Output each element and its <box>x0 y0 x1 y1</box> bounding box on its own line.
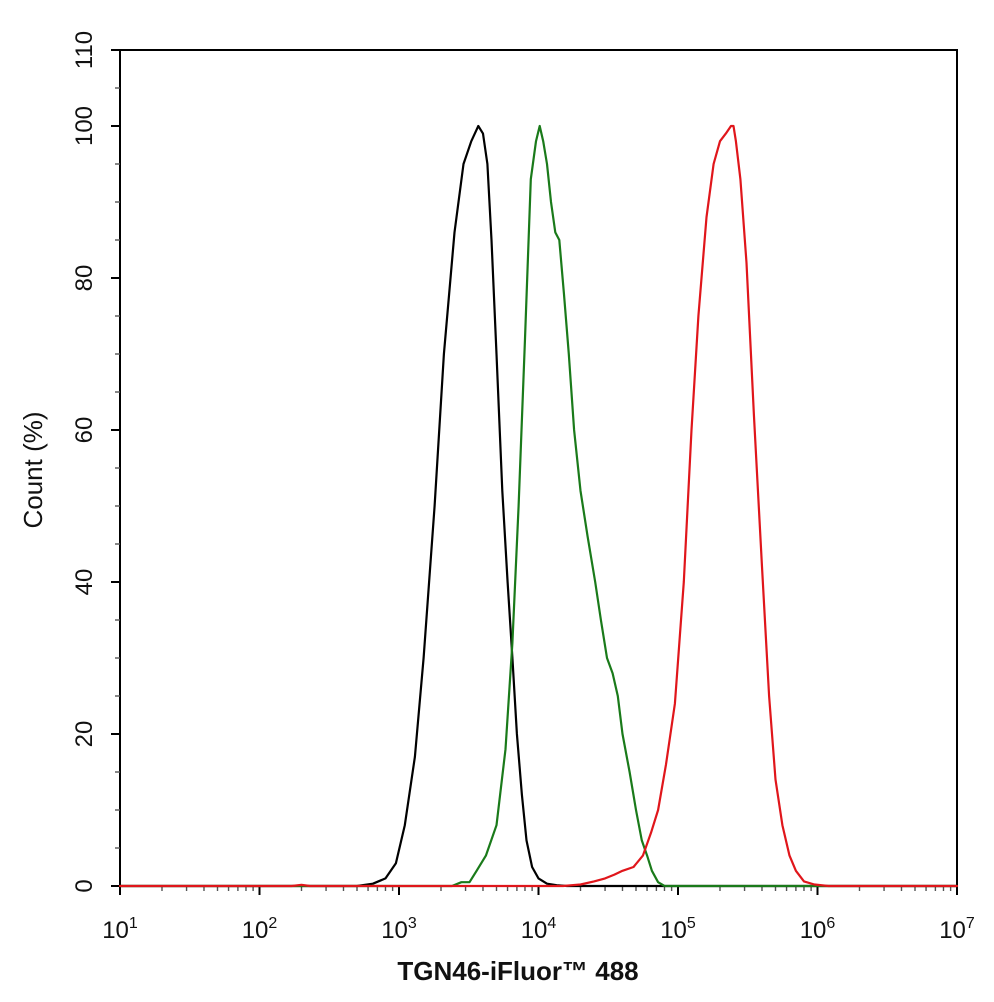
x-tick-base: 10 <box>939 917 966 944</box>
y-tick-labels: 0 20 40 60 80 100 110 <box>71 31 98 893</box>
series-line-1 <box>118 124 959 888</box>
y-tick-label: 20 <box>71 721 98 748</box>
plot-frame <box>119 49 958 887</box>
y-tick-label: 0 <box>71 879 98 892</box>
y-tick-label: 40 <box>71 569 98 596</box>
x-tick-label: 102 <box>242 915 278 944</box>
x-tick-base: 10 <box>381 917 408 944</box>
x-tick-labels: 101 102 103 104 105 106 107 <box>102 915 975 944</box>
x-tick-label: 103 <box>381 915 417 944</box>
x-tick-exponent: 6 <box>826 915 835 932</box>
x-major-ticks <box>119 886 958 895</box>
x-tick-exponent: 2 <box>268 915 277 932</box>
series-line-3 <box>118 124 959 888</box>
x-tick-exponent: 5 <box>687 915 696 932</box>
y-tick-label: 60 <box>71 417 98 444</box>
y-axis-title: Count (%) <box>18 411 48 528</box>
x-tick-label: 101 <box>102 915 138 944</box>
x-tick-label: 107 <box>939 915 975 944</box>
x-tick-base: 10 <box>800 917 827 944</box>
x-tick-label: 104 <box>521 915 557 944</box>
x-tick-label: 106 <box>800 915 836 944</box>
x-tick-label: 105 <box>660 915 696 944</box>
y-minor-ticks <box>115 87 120 849</box>
y-tick-label: 80 <box>71 265 98 292</box>
y-tick-label: 100 <box>71 106 98 146</box>
x-tick-exponent: 4 <box>547 915 556 932</box>
x-tick-exponent: 7 <box>966 915 975 932</box>
series-lines <box>118 124 959 888</box>
x-tick-exponent: 1 <box>129 915 138 932</box>
x-tick-base: 10 <box>242 917 269 944</box>
x-tick-base: 10 <box>102 917 129 944</box>
x-tick-base: 10 <box>521 917 548 944</box>
series-line-2 <box>118 124 959 888</box>
y-major-ticks <box>111 49 120 887</box>
y-tick-label: 110 <box>71 31 98 69</box>
x-tick-exponent: 3 <box>408 915 417 932</box>
x-axis-title: TGN46-iFluor™ 488 <box>397 956 638 986</box>
x-tick-base: 10 <box>660 917 687 944</box>
